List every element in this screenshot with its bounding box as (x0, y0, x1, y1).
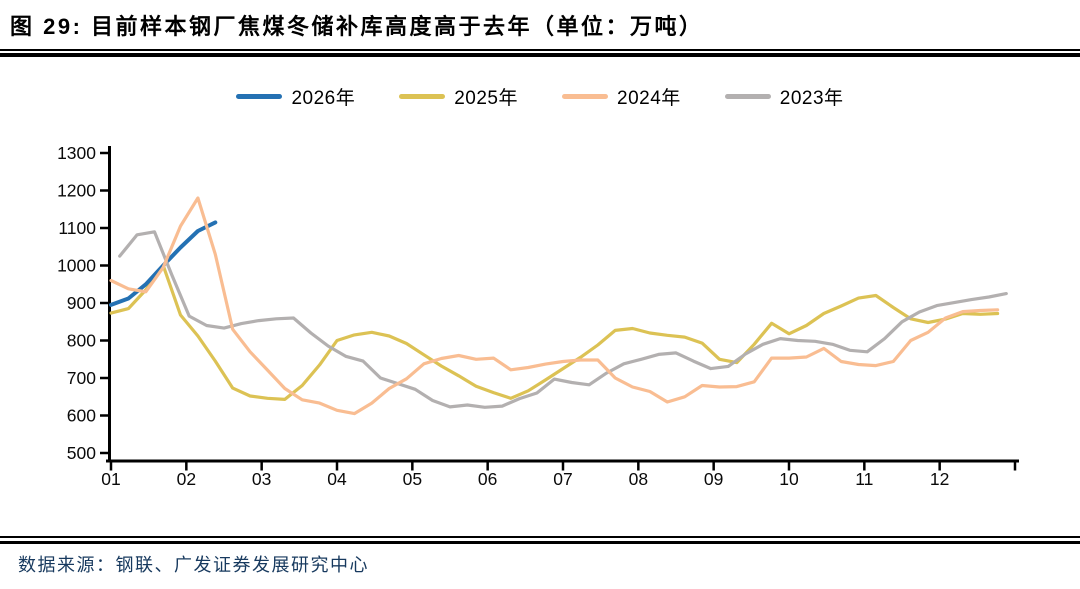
legend-label: 2025年 (454, 88, 518, 109)
legend-label: 2026年 (291, 88, 356, 109)
y-tick-label: 700 (67, 368, 96, 388)
x-tick-label: 03 (252, 469, 271, 489)
y-tick-label: 600 (67, 406, 96, 426)
title-divider-thin (0, 49, 1080, 51)
series-line-2024年 (109, 196, 1000, 416)
legend-line-swatch (562, 93, 608, 100)
series-line-2023年 (118, 230, 1008, 409)
legend-line-swatch (399, 93, 446, 100)
x-tick-label: 07 (553, 469, 572, 489)
legend-line-swatch (724, 93, 771, 100)
legend-item-2025年: 2025年 (399, 83, 518, 110)
legend-item-2026年: 2026年 (236, 83, 355, 110)
footer-divider-thin (0, 536, 1080, 538)
series-line-2025年 (109, 263, 1000, 401)
legend-label: 2023年 (779, 88, 844, 109)
y-tick-label: 1300 (57, 143, 96, 163)
legend-line-swatch (236, 93, 283, 100)
page-title: 图 29: 目前样本钢厂焦煤冬储补库高度高于去年（单位：万吨） (10, 14, 704, 39)
x-tick-label: 04 (327, 469, 347, 489)
footer-divider-thick (0, 540, 1080, 544)
data-source: 数据来源：钢联、广发证券发展研究中心 (18, 555, 369, 575)
x-tick-label: 06 (478, 469, 497, 489)
x-tick-label: 09 (704, 469, 723, 489)
x-tick-label: 02 (177, 469, 196, 489)
legend-item-2024年: 2024年 (562, 83, 681, 110)
x-tick-label: 01 (101, 469, 120, 489)
y-tick-label: 1200 (57, 181, 96, 201)
x-tick-label: 11 (855, 469, 873, 489)
x-tick-label: 10 (779, 469, 799, 489)
legend-item-2023年: 2023年 (724, 83, 844, 110)
y-tick-label: 1000 (57, 256, 96, 276)
legend: 2026年 2025年 2024年 2023年 (0, 83, 1080, 110)
y-tick-label: 1100 (58, 218, 96, 238)
y-tick-label: 900 (67, 293, 96, 313)
title-divider-thick (0, 53, 1080, 57)
x-tick-label: 05 (403, 469, 422, 489)
y-tick-label: 800 (67, 331, 96, 351)
legend-label: 2024年 (617, 88, 681, 109)
y-tick-label: 500 (67, 443, 96, 463)
x-tick-label: 12 (930, 469, 949, 489)
x-tick-label: 08 (629, 469, 648, 489)
